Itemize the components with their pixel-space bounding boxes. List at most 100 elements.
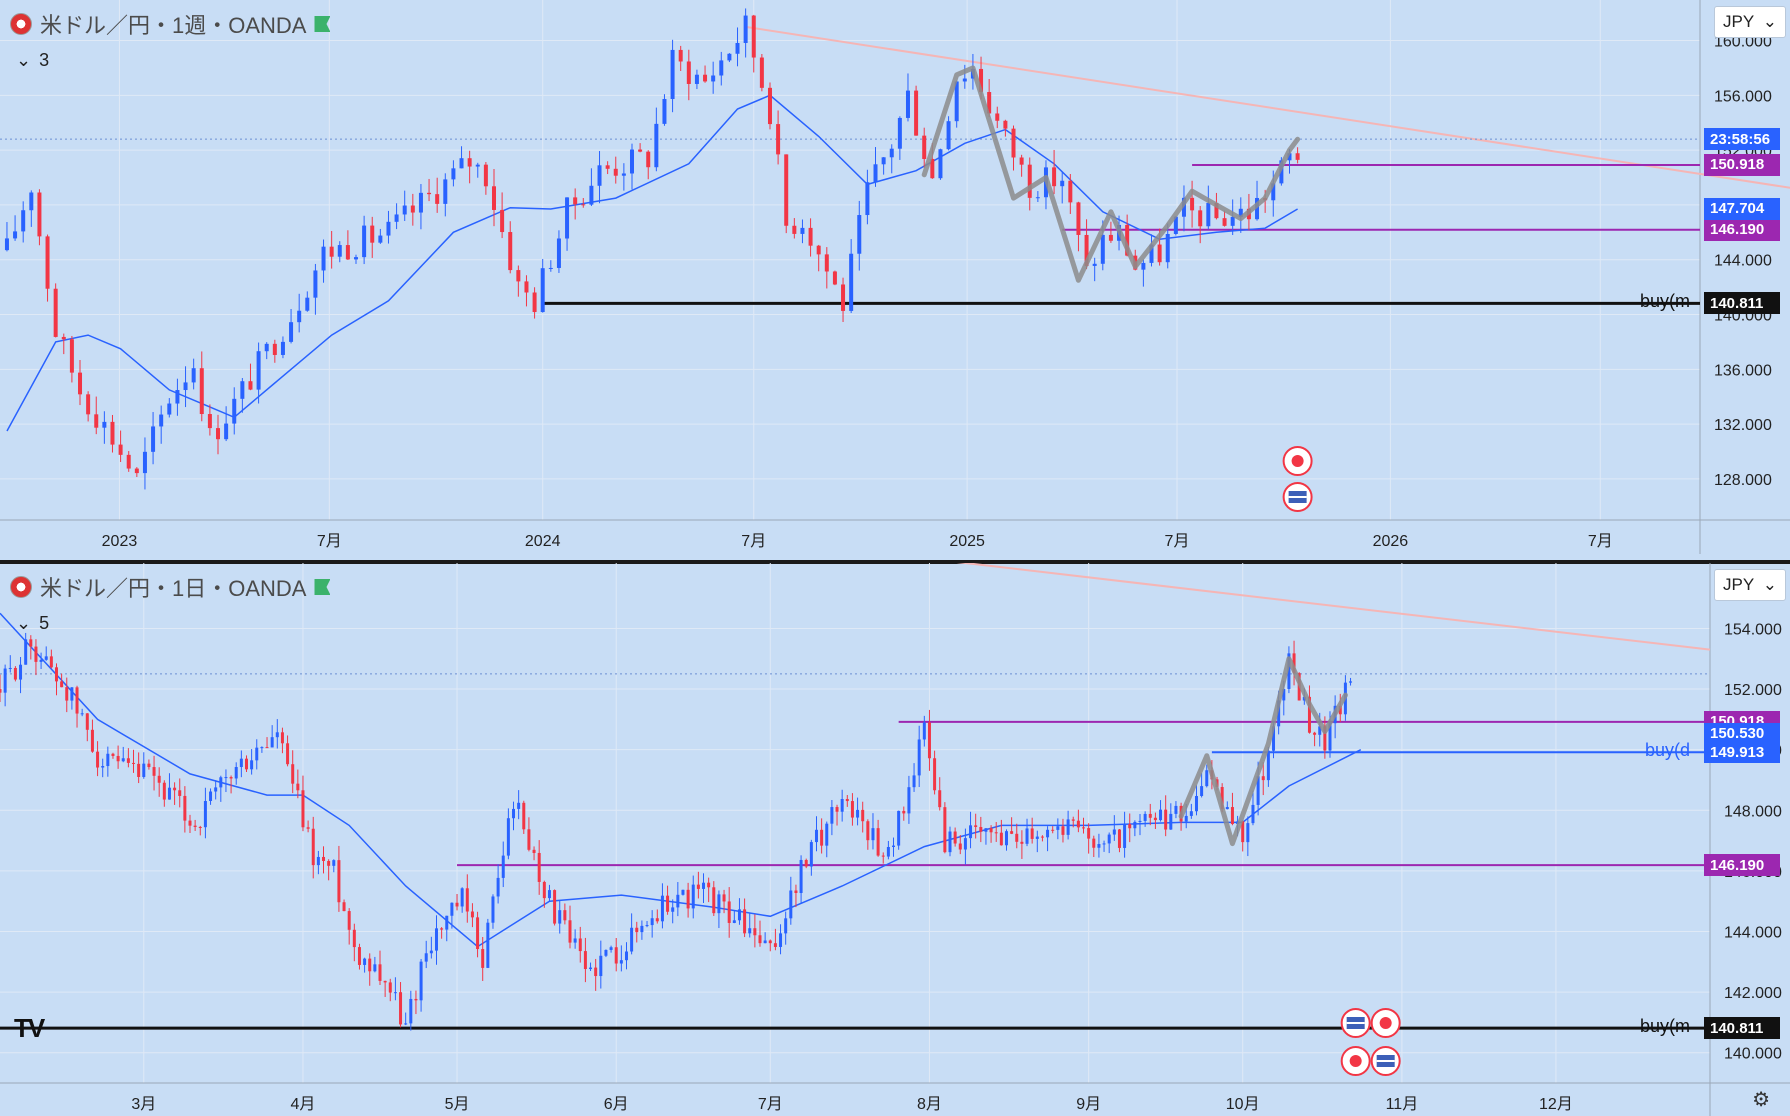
candle-down[interactable] — [816, 244, 821, 272]
candle-up[interactable] — [735, 27, 740, 67]
candle-down[interactable] — [286, 735, 290, 767]
candle-down[interactable] — [368, 953, 372, 986]
candle-up[interactable] — [429, 936, 433, 959]
candle-down[interactable] — [922, 127, 927, 168]
candle-up[interactable] — [660, 883, 664, 929]
candle-down[interactable] — [399, 982, 403, 1028]
candle-up[interactable] — [732, 910, 736, 924]
wave-drawing[interactable] — [921, 65, 1301, 283]
candle-up[interactable] — [214, 780, 218, 800]
candle-up[interactable] — [1097, 833, 1101, 858]
candle-down[interactable] — [1241, 820, 1245, 852]
candle-up[interactable] — [445, 915, 449, 942]
candle-down[interactable] — [272, 339, 277, 363]
candle-up[interactable] — [1092, 257, 1097, 282]
candle-down[interactable] — [1011, 125, 1016, 171]
candle-down[interactable] — [481, 936, 485, 981]
candle-up[interactable] — [954, 80, 959, 128]
candle-down[interactable] — [1015, 823, 1019, 849]
candle-up[interactable] — [264, 342, 269, 360]
candle-up[interactable] — [1107, 832, 1111, 854]
candle-up[interactable] — [313, 263, 318, 315]
candle-down[interactable] — [244, 755, 248, 773]
candle-up[interactable] — [1230, 199, 1235, 236]
candle-up[interactable] — [232, 387, 237, 435]
candle-down[interactable] — [979, 816, 983, 843]
candle-up[interactable] — [917, 725, 921, 788]
candle-down[interactable] — [751, 14, 756, 73]
candle-up[interactable] — [354, 254, 359, 264]
wave-drawing[interactable] — [1178, 656, 1348, 847]
candle-down[interactable] — [467, 150, 472, 184]
candle-down[interactable] — [383, 980, 387, 997]
candle-up[interactable] — [969, 811, 973, 849]
candle-up[interactable] — [219, 775, 223, 802]
candle-up[interactable] — [849, 239, 854, 314]
candle-down[interactable] — [69, 335, 74, 383]
candle-down[interactable] — [1010, 817, 1014, 835]
daily-currency-select[interactable]: JPY ⌄ — [1714, 569, 1786, 601]
candle-up[interactable] — [289, 308, 294, 344]
candle-up[interactable] — [558, 901, 562, 934]
candle-up[interactable] — [907, 775, 911, 824]
candle-up[interactable] — [121, 746, 125, 763]
candle-down[interactable] — [322, 846, 326, 874]
candle-up[interactable] — [1165, 223, 1170, 269]
candle-down[interactable] — [861, 801, 865, 833]
candle-down[interactable] — [995, 106, 1000, 129]
candle-up[interactable] — [512, 801, 516, 831]
candle-up[interactable] — [424, 940, 428, 969]
candle-down[interactable] — [1003, 119, 1008, 137]
candle-up[interactable] — [948, 826, 952, 857]
jp-event-icon[interactable] — [1282, 446, 1313, 476]
candle-up[interactable] — [717, 890, 721, 929]
candle-up[interactable] — [857, 200, 862, 271]
candle-down[interactable] — [193, 819, 197, 831]
candle-down[interactable] — [987, 78, 992, 118]
candle-down[interactable] — [933, 750, 937, 795]
candle-up[interactable] — [897, 116, 902, 160]
candle-up[interactable] — [451, 160, 456, 187]
candle-up[interactable] — [671, 899, 675, 924]
candle-up[interactable] — [748, 913, 752, 938]
candle-up[interactable] — [1169, 803, 1173, 830]
candle-up[interactable] — [1174, 801, 1178, 819]
candle-down[interactable] — [178, 778, 182, 808]
candle-down[interactable] — [1198, 205, 1203, 244]
candle-down[interactable] — [410, 193, 415, 226]
candle-up[interactable] — [224, 406, 229, 442]
candle-down[interactable] — [465, 874, 469, 923]
candle-down[interactable] — [491, 168, 496, 227]
candle-down[interactable] — [1128, 813, 1132, 843]
candle-down[interactable] — [1323, 716, 1327, 759]
candle-down[interactable] — [573, 188, 578, 220]
candle-down[interactable] — [29, 635, 33, 660]
candle-up[interactable] — [540, 258, 545, 313]
candle-up[interactable] — [142, 752, 146, 779]
candle-down[interactable] — [126, 748, 130, 768]
candle-down[interactable] — [638, 143, 643, 153]
candle-up[interactable] — [694, 69, 699, 90]
candle-down[interactable] — [75, 685, 79, 728]
candle-up[interactable] — [629, 143, 634, 190]
candle-up[interactable] — [1056, 818, 1060, 840]
candle-down[interactable] — [614, 937, 618, 972]
weekly-chart-canvas[interactable]: 128.000132.000136.000140.000144.000148.0… — [0, 0, 1790, 562]
candle-up[interactable] — [106, 746, 110, 777]
candle-down[interactable] — [199, 351, 204, 422]
candle-down[interactable] — [686, 49, 691, 101]
candle-down[interactable] — [712, 881, 716, 917]
candle-up[interactable] — [183, 366, 188, 408]
candle-up[interactable] — [984, 828, 988, 845]
candle-up[interactable] — [630, 913, 634, 955]
candle-down[interactable] — [767, 82, 772, 130]
candle-up[interactable] — [892, 837, 896, 857]
candle-down[interactable] — [707, 877, 711, 903]
candle-up[interactable] — [203, 787, 207, 839]
candle-up[interactable] — [1066, 810, 1070, 840]
candle-up[interactable] — [809, 839, 813, 876]
candle-up[interactable] — [905, 73, 910, 122]
candle-up[interactable] — [873, 147, 878, 187]
candle-up[interactable] — [856, 797, 860, 826]
candle-up[interactable] — [621, 163, 626, 191]
